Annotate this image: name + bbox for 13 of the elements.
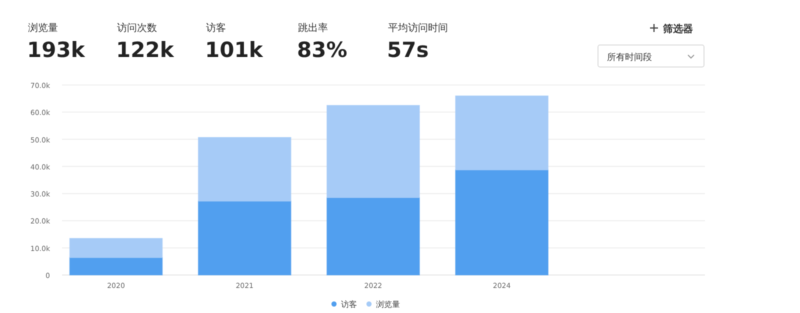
legend-label: 访客 bbox=[341, 300, 357, 309]
text: 筛选器 bbox=[662, 23, 693, 35]
kpi-cards: 浏览量 193k 访问次数 122k 访客 101k 跳出率 83% 平均访问时间 57s bbox=[27, 23, 448, 62]
bar bbox=[69, 238, 163, 258]
bar bbox=[326, 197, 420, 276]
text: 所有时间段 bbox=[607, 52, 652, 63]
bar bbox=[69, 257, 163, 276]
bar bbox=[198, 136, 292, 202]
legend-label: 浏览量 bbox=[376, 300, 400, 309]
bar bbox=[455, 170, 549, 276]
bar bbox=[198, 200, 292, 276]
bar bbox=[455, 95, 549, 170]
bar bbox=[326, 104, 420, 198]
